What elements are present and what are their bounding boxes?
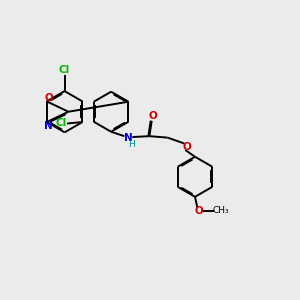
Text: H: H [128, 140, 135, 148]
Text: Cl: Cl [55, 118, 66, 128]
Text: CH₃: CH₃ [212, 206, 229, 215]
Text: N: N [124, 133, 133, 142]
Text: N: N [44, 121, 53, 131]
Text: O: O [182, 142, 191, 152]
Text: Cl: Cl [59, 65, 70, 75]
Text: O: O [44, 93, 53, 103]
Text: O: O [195, 206, 203, 216]
Text: O: O [149, 111, 158, 121]
